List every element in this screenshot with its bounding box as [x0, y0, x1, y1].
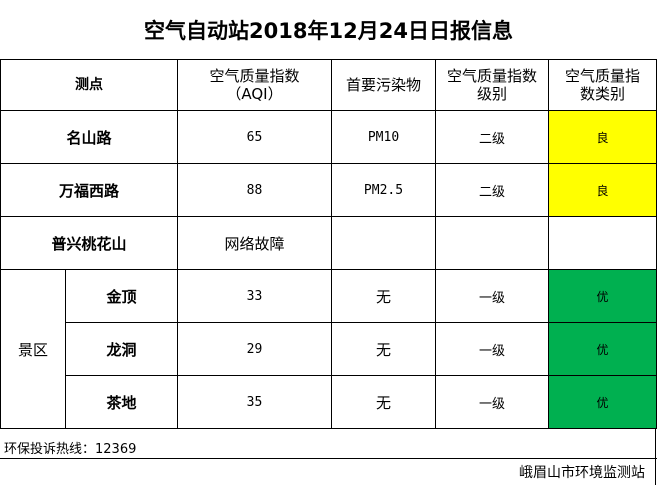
level-value: 二级: [435, 110, 549, 164]
header-row: 测点 空气质量指数 （AQI） 首要污染物 空气质量指数 级别 空气质量指 数类…: [0, 59, 657, 111]
pollutant-value: PM2.5: [331, 163, 436, 217]
pollutant-value: 无: [331, 375, 436, 429]
table-row: 茶地 35 无 一级 优: [1, 375, 657, 429]
aqi-value: 35: [177, 375, 332, 429]
category-value: 良: [548, 163, 657, 217]
empty-cell: [548, 216, 657, 270]
header-aqi-line1: 空气质量指数: [209, 67, 300, 85]
table-row: 景区 金顶 33 无 一级 优: [0, 269, 657, 429]
table-row: 万福西路 88 PM2.5 二级 良: [0, 163, 657, 217]
air-quality-table: 测点 空气质量指数 （AQI） 首要污染物 空气质量指数 级别 空气质量指 数类…: [0, 59, 657, 429]
station-name: 名山路: [0, 110, 178, 164]
category-value: 优: [548, 269, 657, 323]
header-level: 空气质量指数 级别: [435, 59, 549, 111]
status-value: 网络故障: [177, 216, 332, 270]
empty-cell: [435, 216, 549, 270]
level-value: 一级: [435, 269, 549, 323]
station-name: 万福西路: [0, 163, 178, 217]
category-value: 优: [548, 375, 657, 429]
station-name: 普兴桃花山: [0, 216, 178, 270]
empty-cell: [331, 216, 436, 270]
pollutant-value: 无: [331, 269, 436, 323]
region-label: 景区: [0, 269, 66, 429]
level-value: 二级: [435, 163, 549, 217]
footer-divider: [0, 458, 657, 459]
page-title: 空气自动站2018年12月24日日报信息: [144, 19, 513, 43]
category-value: 良: [548, 110, 657, 164]
aqi-value: 88: [177, 163, 332, 217]
aqi-value: 65: [177, 110, 332, 164]
level-value: 一级: [435, 322, 549, 376]
table-row: 普兴桃花山 网络故障: [0, 216, 657, 270]
aqi-value: 33: [177, 269, 332, 323]
station-name: 茶地: [65, 375, 178, 429]
header-aqi: 空气质量指数 （AQI）: [177, 59, 332, 111]
header-aqi-line2: （AQI）: [226, 85, 283, 103]
pollutant-value: 无: [331, 322, 436, 376]
header-category-line1: 空气质量指: [564, 67, 640, 85]
organization-name: 峨眉山市环境监测站: [519, 465, 645, 481]
footer-right-border: [655, 429, 656, 485]
table-row: 名山路 65 PM10 二级 良: [0, 110, 657, 164]
level-value: 一级: [435, 375, 549, 429]
header-station: 测点: [0, 59, 178, 111]
header-level-line1: 空气质量指数: [446, 67, 537, 85]
station-name: 龙洞: [65, 322, 178, 376]
header-category: 空气质量指 数类别: [548, 59, 657, 111]
header-category-line2: 数类别: [579, 85, 625, 103]
table-row: 龙洞 29 无 一级 优: [1, 322, 657, 376]
station-name: 金顶: [65, 269, 178, 323]
complaint-hotline: 环保投诉热线：12369: [4, 442, 137, 457]
pollutant-value: PM10: [331, 110, 436, 164]
aqi-value: 29: [177, 322, 332, 376]
header-level-line2: 级别: [476, 85, 507, 103]
header-pollutant: 首要污染物: [331, 59, 436, 111]
category-value: 优: [548, 322, 657, 376]
